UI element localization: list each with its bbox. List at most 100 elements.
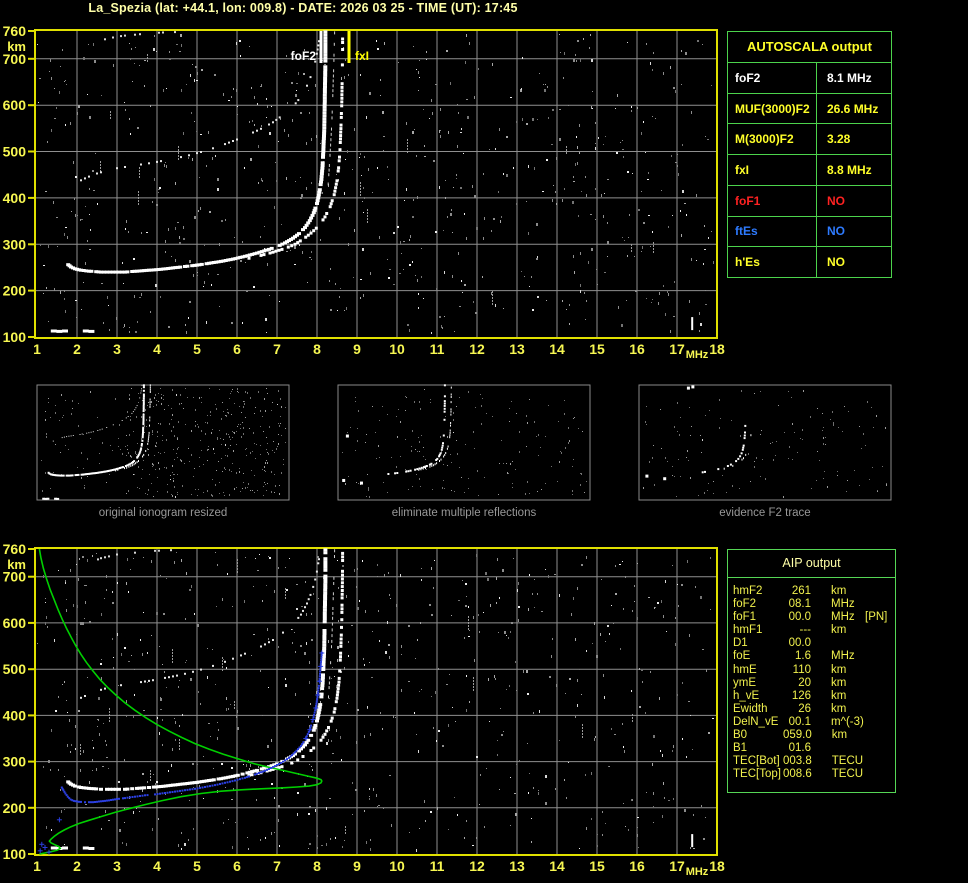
svg-text:700: 700 — [3, 51, 27, 67]
aip-row-label: hmE — [733, 663, 757, 676]
svg-text:200: 200 — [3, 800, 27, 816]
aip-row-label: foF1 — [733, 611, 757, 624]
aip-row: foE 1.6 MHz — [733, 650, 895, 663]
svg-text:16: 16 — [629, 858, 645, 874]
autoscala-row-label: MUF(3000)F2 — [728, 93, 817, 124]
svg-text:5: 5 — [193, 341, 201, 357]
svg-text:400: 400 — [3, 707, 27, 723]
autoscala-table-body: foF2 8.1 MHz MUF(3000)F2 26.6 MHz M(3000)F2 3… — [728, 63, 891, 278]
svg-text:500: 500 — [3, 144, 27, 160]
svg-text:17: 17 — [669, 858, 685, 874]
svg-text:4: 4 — [153, 341, 161, 357]
autoscala-row-label: foF2 — [728, 63, 817, 93]
svg-text:1: 1 — [33, 341, 41, 357]
autoscala-row-value: NO — [827, 193, 845, 208]
aip-row-label: DelN_vE — [733, 715, 779, 728]
aip-row: hmF1 --- km — [733, 624, 895, 637]
aip-row-value: --- — [799, 624, 812, 637]
svg-text:12: 12 — [469, 858, 485, 874]
svg-text:8: 8 — [313, 858, 321, 874]
aip-row: ymE 20 km — [733, 677, 895, 690]
svg-text:17: 17 — [669, 341, 685, 357]
aip-row: foF1 00.0 MHz [PN] — [733, 611, 895, 624]
svg-text:18: 18 — [709, 341, 725, 357]
thumbnail-caption-original: original ionogram resized — [98, 507, 228, 519]
autoscala-row: MUF(3000)F2 26.6 MHz — [728, 93, 891, 125]
svg-text:14: 14 — [549, 341, 565, 357]
svg-text:6: 6 — [233, 341, 241, 357]
svg-text:4: 4 — [153, 858, 161, 874]
autoscala-row: fxI 8.8 MHz — [728, 155, 891, 186]
aip-row-unit: km — [831, 676, 847, 689]
aip-row-value: 01.6 — [788, 742, 811, 755]
aip-row-label: D1 — [733, 637, 748, 650]
autoscala-row-label: fxI — [728, 155, 817, 185]
autoscala-row-label: foF1 — [728, 185, 817, 216]
svg-text:760: 760 — [3, 541, 27, 557]
aip-row-value: 008.6 — [783, 768, 812, 781]
autoscala-output-table: AUTOSCALA output foF2 8.1 MHz MUF(3000)F2 2… — [727, 31, 892, 278]
aip-row: foF2 08.1 MHz — [733, 598, 895, 611]
svg-text:200: 200 — [3, 283, 27, 299]
svg-text:600: 600 — [3, 615, 27, 631]
aip-row-value: 26 — [798, 702, 811, 715]
svg-text:13: 13 — [509, 341, 525, 357]
aip-row: h_vE 126 km — [733, 690, 895, 703]
aip-row-value: 003.8 — [783, 755, 812, 768]
svg-text:300: 300 — [3, 754, 27, 770]
autoscala-row-label: M(3000)F2 — [728, 124, 817, 155]
electron-density-profile — [38, 548, 323, 855]
aip-row-value: 00.0 — [788, 611, 811, 624]
svg-text:foF2: foF2 — [291, 49, 317, 63]
svg-text:11: 11 — [430, 341, 445, 357]
svg-text:MHz: MHz — [686, 349, 709, 361]
aip-row: hmF2 261 km — [733, 585, 895, 598]
aip-row-value: 20 — [798, 676, 811, 689]
autoscala-row-value: NO — [827, 255, 845, 270]
aip-row-unit: MHz — [831, 611, 855, 624]
aip-row-value: 1.6 — [795, 650, 811, 663]
svg-text:700: 700 — [3, 569, 27, 585]
aip-row-label: TEC[Top] — [733, 768, 781, 781]
aip-row-label: h_vE — [733, 689, 760, 702]
aip-row: DelN_vE 00.1 m^(-3) — [733, 716, 895, 729]
aip-row-label: ymE — [733, 676, 756, 689]
aip-row-unit — [831, 742, 865, 755]
station-header: La_Spezia (lat: +44.1, lon: 009.8) - DAT… — [88, 1, 518, 15]
svg-text:2: 2 — [73, 858, 81, 874]
aip-row-label: hmF2 — [733, 585, 763, 597]
aip-row-label: foF2 — [733, 598, 757, 611]
autoscala-row: foF2 8.1 MHz — [728, 63, 891, 94]
autoscala-row-value: 26.6 MHz — [827, 101, 879, 116]
aip-row-unit: km — [831, 585, 847, 597]
aip-output-table: AIP output hmF2 261 km foF2 08.1 MHz foF1 00.0 M… — [727, 549, 896, 793]
autoscala-row-value: 8.1 MHz — [827, 70, 872, 85]
aip-row-value: 126 — [791, 689, 811, 702]
svg-text:9: 9 — [353, 341, 361, 357]
thumbnail-caption-evidence: evidence F2 trace — [719, 507, 811, 519]
autoscala-row: M(3000)F2 3.28 — [728, 124, 891, 156]
aip-row-label: hmF1 — [733, 624, 763, 637]
aip-row-unit: TECU — [831, 768, 864, 781]
fxi-marker: fxI — [347, 31, 369, 63]
aip-row-label: B0 — [733, 729, 748, 742]
aip-row-unit: MHz — [831, 598, 855, 611]
autoscala-row-label: ftEs — [728, 216, 817, 247]
aip-row-unit: km — [831, 689, 847, 702]
aip-row-unit: km — [831, 729, 848, 742]
aip-row-label: TEC[Bot] — [733, 755, 780, 768]
svg-text:3: 3 — [113, 858, 121, 874]
svg-text:600: 600 — [3, 97, 27, 113]
svg-text:1: 1 — [33, 858, 41, 874]
aip-row-value: 110 — [792, 663, 811, 676]
aip-row-value: 261 — [791, 585, 811, 597]
autoscala-row: foF1 NO — [728, 185, 891, 217]
autoscala-row-value: 3.28 — [827, 132, 851, 147]
svg-text:760: 760 — [3, 23, 27, 39]
svg-text:8: 8 — [313, 341, 321, 357]
svg-text:7: 7 — [273, 858, 281, 874]
